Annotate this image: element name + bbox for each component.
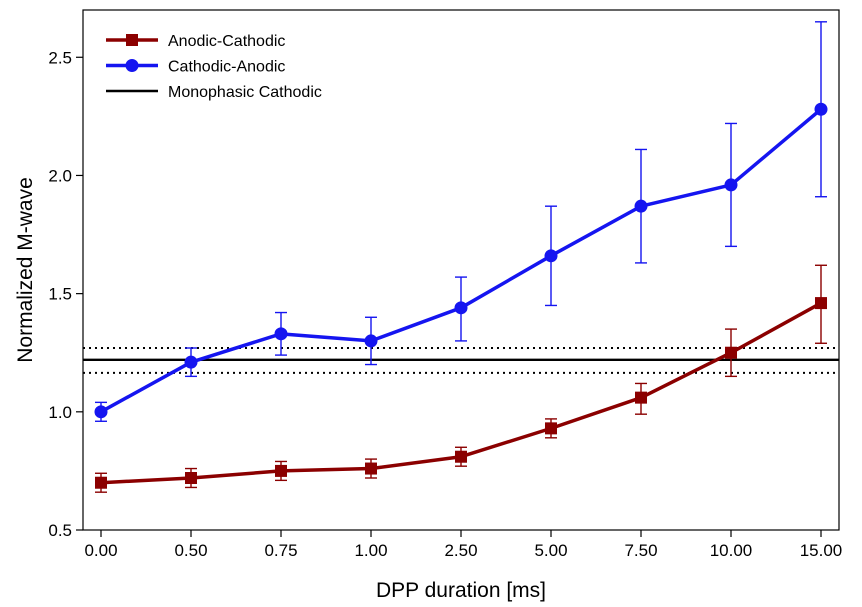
y-tick-label: 0.5 xyxy=(48,521,72,540)
series-1 xyxy=(95,264,827,493)
data-point xyxy=(364,334,378,348)
x-tick-label: 0.00 xyxy=(84,541,117,560)
y-axis: 0.5 1.0 1.5 2.0 2.5 xyxy=(48,48,83,540)
data-point xyxy=(544,249,558,263)
legend-item: Monophasic Cathodic xyxy=(106,84,322,101)
x-axis-title: DPP duration [ms] xyxy=(376,579,546,602)
legend-label: Anodic-Cathodic xyxy=(168,33,285,50)
series-line xyxy=(100,107,823,414)
x-tick-label: 7.50 xyxy=(624,541,657,560)
legend-label: Cathodic-Anodic xyxy=(168,59,285,76)
x-tick-label: 10.00 xyxy=(710,541,753,560)
x-axis: 0.00 0.50 0.75 1.00 2.50 5.00 7.50 10.00 15.00 xyxy=(84,530,842,560)
x-tick-label: 2.50 xyxy=(444,541,477,560)
x-tick-label: 0.75 xyxy=(264,541,297,560)
data-point xyxy=(275,464,287,477)
x-tick-label: 1.00 xyxy=(354,541,387,560)
legend: Anodic-Cathodic Cathodic-Anodic Monophasic… xyxy=(106,33,322,101)
y-tick-label: 1.5 xyxy=(48,285,72,304)
series-group xyxy=(94,21,828,493)
x-tick-label: 0.50 xyxy=(174,541,207,560)
series-2 xyxy=(94,21,828,422)
legend-item: Anodic-Cathodic xyxy=(106,33,285,50)
y-tick-label: 1.0 xyxy=(48,403,72,422)
data-point xyxy=(455,450,467,463)
data-point xyxy=(814,102,828,116)
data-point xyxy=(184,355,198,369)
data-point xyxy=(725,346,737,359)
legend-item: Cathodic-Anodic xyxy=(106,59,285,76)
data-point xyxy=(185,472,197,484)
data-point xyxy=(724,178,738,192)
y-tick-label: 2.0 xyxy=(48,166,72,185)
data-point xyxy=(365,462,377,475)
x-tick-label: 15.00 xyxy=(800,541,843,560)
data-point xyxy=(274,327,288,341)
data-point xyxy=(95,476,107,489)
data-point xyxy=(94,405,108,419)
data-point xyxy=(634,199,648,213)
data-point xyxy=(545,422,557,435)
data-point xyxy=(454,301,468,315)
y-tick-label: 2.5 xyxy=(48,48,72,67)
y-axis-title: Normalized M-wave xyxy=(14,177,37,363)
data-point xyxy=(815,297,827,310)
data-point xyxy=(635,391,647,404)
legend-swatch-marker xyxy=(125,59,139,72)
legend-swatch-marker xyxy=(126,34,138,46)
x-tick-label: 5.00 xyxy=(534,541,567,560)
legend-label: Monophasic Cathodic xyxy=(168,84,322,101)
